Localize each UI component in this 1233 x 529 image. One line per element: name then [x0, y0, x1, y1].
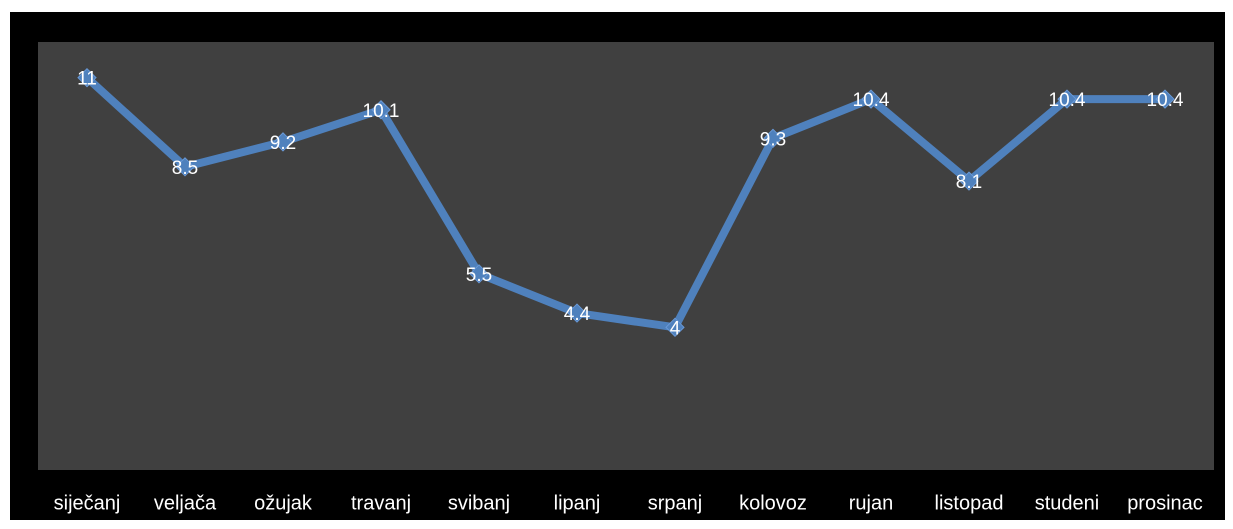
data-label: 9.3 — [760, 129, 786, 150]
marker — [763, 128, 783, 149]
marker — [1155, 89, 1175, 109]
x-tick-label: siječanj — [54, 492, 121, 514]
data-label: 9.2 — [270, 133, 296, 154]
x-tick-label: srpanj — [648, 492, 702, 514]
marker — [77, 67, 97, 88]
x-tick-label: veljača — [154, 492, 217, 514]
data-label: 10.1 — [363, 101, 400, 122]
x-tick-label: listopad — [935, 492, 1004, 514]
line — [84, 74, 1165, 332]
marker — [1057, 89, 1077, 109]
data-label: 4.4 — [564, 304, 591, 325]
data-label: 4 — [670, 318, 681, 339]
marker — [469, 264, 489, 284]
x-tick-label: ožujak — [254, 492, 313, 514]
data-label: 5.5 — [466, 265, 492, 286]
data-label: 8.5 — [172, 158, 198, 179]
marker — [861, 89, 881, 109]
marker — [175, 157, 195, 177]
marker — [567, 303, 587, 323]
x-tick-label: travanj — [351, 492, 411, 514]
data-label: 8.1 — [956, 172, 982, 193]
marker — [959, 171, 979, 191]
x-tick-label: lipanj — [554, 492, 601, 514]
x-tick-label: prosinac — [1127, 492, 1203, 514]
marker — [273, 132, 293, 152]
marker — [371, 100, 391, 120]
data-label: 10.4 — [853, 90, 890, 111]
x-tick-label: kolovoz — [739, 492, 807, 514]
marker — [665, 317, 685, 338]
plot-area — [38, 42, 1214, 470]
data-label: 11 — [77, 69, 97, 90]
data-label: 10.4 — [1147, 90, 1184, 111]
x-tick-label: studeni — [1035, 492, 1100, 514]
data-label: 10.4 — [1049, 90, 1086, 111]
x-tick-label: svibanj — [448, 492, 510, 514]
x-tick-label: rujan — [849, 492, 893, 514]
